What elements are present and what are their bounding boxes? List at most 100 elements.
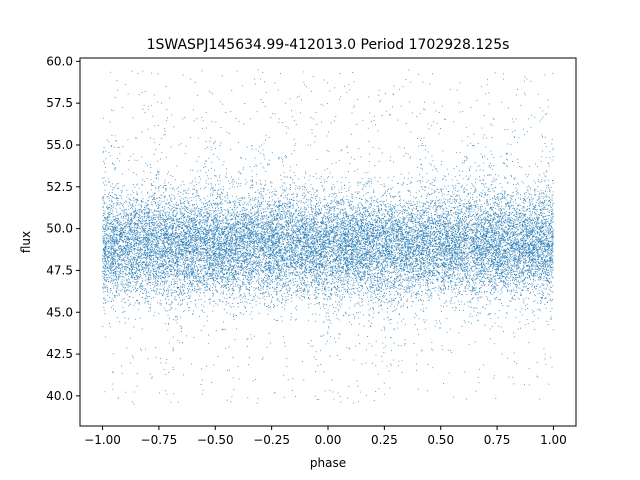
data-point [344, 213, 345, 214]
data-point [271, 117, 272, 118]
data-point [442, 246, 443, 247]
data-point [149, 261, 150, 262]
data-point [218, 205, 219, 206]
data-point [137, 288, 138, 289]
data-point [456, 241, 457, 242]
data-point [423, 218, 424, 219]
data-point [215, 256, 216, 257]
data-point [520, 198, 521, 199]
data-point [179, 240, 180, 241]
data-point [535, 256, 536, 257]
data-point [484, 134, 485, 135]
data-point [413, 233, 414, 234]
data-point [336, 246, 337, 247]
data-point [464, 199, 465, 200]
data-point [117, 274, 118, 275]
data-point [421, 210, 422, 211]
data-point [329, 319, 330, 320]
data-point [526, 286, 527, 287]
data-point [133, 215, 134, 216]
data-point [545, 354, 546, 355]
data-point [504, 163, 505, 164]
data-point [157, 302, 158, 303]
data-point [510, 195, 511, 196]
data-point [197, 171, 198, 172]
data-point [298, 235, 299, 236]
data-point [408, 256, 409, 257]
data-point [287, 278, 288, 279]
data-point [120, 217, 121, 218]
data-point [390, 208, 391, 209]
data-point [486, 274, 487, 275]
data-point [552, 242, 553, 243]
data-point [469, 229, 470, 230]
data-point [178, 276, 179, 277]
data-point [247, 243, 248, 244]
data-point [328, 196, 329, 197]
data-point [213, 257, 214, 258]
data-point [543, 246, 544, 247]
data-point [103, 303, 104, 304]
data-point [181, 259, 182, 260]
data-point [110, 186, 111, 187]
data-point [323, 283, 324, 284]
data-point [540, 276, 541, 277]
data-point [188, 215, 189, 216]
data-point [404, 292, 405, 293]
data-point [532, 203, 533, 204]
data-point [269, 164, 270, 165]
data-point [290, 170, 291, 171]
data-point [218, 263, 219, 264]
data-point [375, 267, 376, 268]
data-point [240, 253, 241, 254]
data-point [365, 211, 366, 212]
data-point [441, 190, 442, 191]
data-point [171, 256, 172, 257]
data-point [193, 254, 194, 255]
data-point [387, 191, 388, 192]
data-point [137, 290, 138, 291]
data-point [514, 262, 515, 263]
data-point [132, 238, 133, 239]
data-point [435, 270, 436, 271]
data-point [498, 243, 499, 244]
data-point [461, 284, 462, 285]
data-point [228, 303, 229, 304]
data-point [370, 279, 371, 280]
data-point [547, 261, 548, 262]
data-point [219, 226, 220, 227]
data-point [235, 203, 236, 204]
data-point [374, 196, 375, 197]
data-point [265, 238, 266, 239]
data-point [210, 298, 211, 299]
data-point [217, 207, 218, 208]
data-point [428, 151, 429, 152]
data-point [267, 223, 268, 224]
data-point [209, 266, 210, 267]
data-point [396, 211, 397, 212]
data-point [146, 218, 147, 219]
data-point [524, 226, 525, 227]
data-point [205, 231, 206, 232]
data-point [234, 187, 235, 188]
data-point [373, 278, 374, 279]
data-point [474, 270, 475, 271]
data-point [272, 211, 273, 212]
data-point [140, 209, 141, 210]
data-point [170, 274, 171, 275]
data-point [285, 155, 286, 156]
data-point [519, 166, 520, 167]
data-point [515, 233, 516, 234]
data-point [136, 281, 137, 282]
data-point [510, 239, 511, 240]
data-point [304, 288, 305, 289]
data-point [258, 398, 259, 399]
data-point [544, 359, 545, 360]
data-point [491, 274, 492, 275]
data-point [140, 272, 141, 273]
data-point [507, 129, 508, 130]
data-point [233, 289, 234, 290]
data-point [529, 224, 530, 225]
data-point [197, 285, 198, 286]
